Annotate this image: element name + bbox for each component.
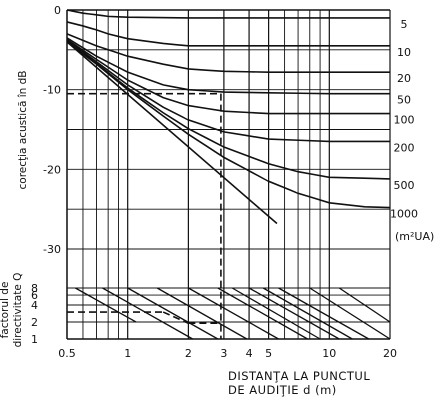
directivity-line [127, 287, 219, 340]
q-tick-label: 6 [31, 289, 38, 302]
q-tick-label: 2 [31, 316, 38, 329]
directivity-line [262, 287, 353, 340]
y-tick-label: 0 [54, 4, 61, 17]
x-tick-label: 1 [124, 347, 131, 360]
directivity-line [231, 287, 321, 340]
directivity-lines [75, 287, 391, 340]
curve-5 [66, 9, 390, 19]
x-axis-label-line1: DISTANŢA LA PUNCTUL [228, 369, 370, 383]
curve-200 [66, 39, 390, 143]
x-tick-label: 4 [246, 347, 253, 360]
directivity-label-line1: factorul de [0, 282, 11, 339]
series-label-200: 200 [394, 141, 415, 154]
curve-50 [66, 37, 390, 95]
y-tick-label: -30 [43, 243, 61, 256]
example-dash-q-diag [162, 311, 189, 324]
series-label-5: 5 [401, 18, 408, 31]
directivity-line [102, 287, 193, 340]
series-labels: 5 10 20 50 100 200 500 1000 [390, 18, 418, 221]
directivity-line [217, 287, 308, 340]
curve-20 [66, 33, 390, 73]
x-tick-label: 20 [383, 347, 397, 360]
directivity-line [188, 287, 279, 340]
series-label-10: 10 [397, 46, 411, 59]
series-label-50: 50 [397, 94, 411, 107]
curve-100 [66, 38, 390, 115]
x-tick-label: 2 [185, 347, 192, 360]
directivity-line [278, 287, 370, 340]
y-tick-label: -20 [43, 163, 61, 176]
directivity-line [248, 287, 340, 340]
series-label-100: 100 [394, 114, 415, 127]
curve-500 [66, 40, 391, 180]
series-label-20: 20 [397, 72, 411, 85]
directivity-line [156, 287, 248, 340]
x-tick-label: 0.5 [58, 347, 76, 360]
x-axis-label-line2: DE AUDIŢIE d (m) [228, 383, 337, 397]
curve-1000 [66, 41, 391, 209]
example-path [67, 92, 222, 339]
y-axis-label: corecţia acustică în dB [17, 70, 29, 189]
directivity-line [75, 287, 137, 323]
directivity-label-line2: directivitate Q [12, 273, 24, 348]
q-tick-label: 8 [31, 282, 38, 295]
directivity-line [338, 287, 391, 323]
q-tick-label: 1 [31, 333, 38, 346]
q-tick-label: 4 [31, 299, 38, 312]
series-curves [66, 9, 391, 225]
y-tick-label: -10 [43, 84, 61, 97]
series-label-500: 500 [394, 179, 415, 192]
curve-unit-label: (m²UA) [395, 230, 434, 243]
curve-10 [66, 21, 390, 47]
x-tick-label: 5 [265, 347, 272, 360]
x-tick-label: 3 [220, 347, 227, 360]
series-label-1000: 1000 [390, 208, 418, 221]
directivity-line [309, 287, 391, 340]
direct-sound-line [66, 41, 278, 225]
x-tick-label: 10 [322, 347, 336, 360]
